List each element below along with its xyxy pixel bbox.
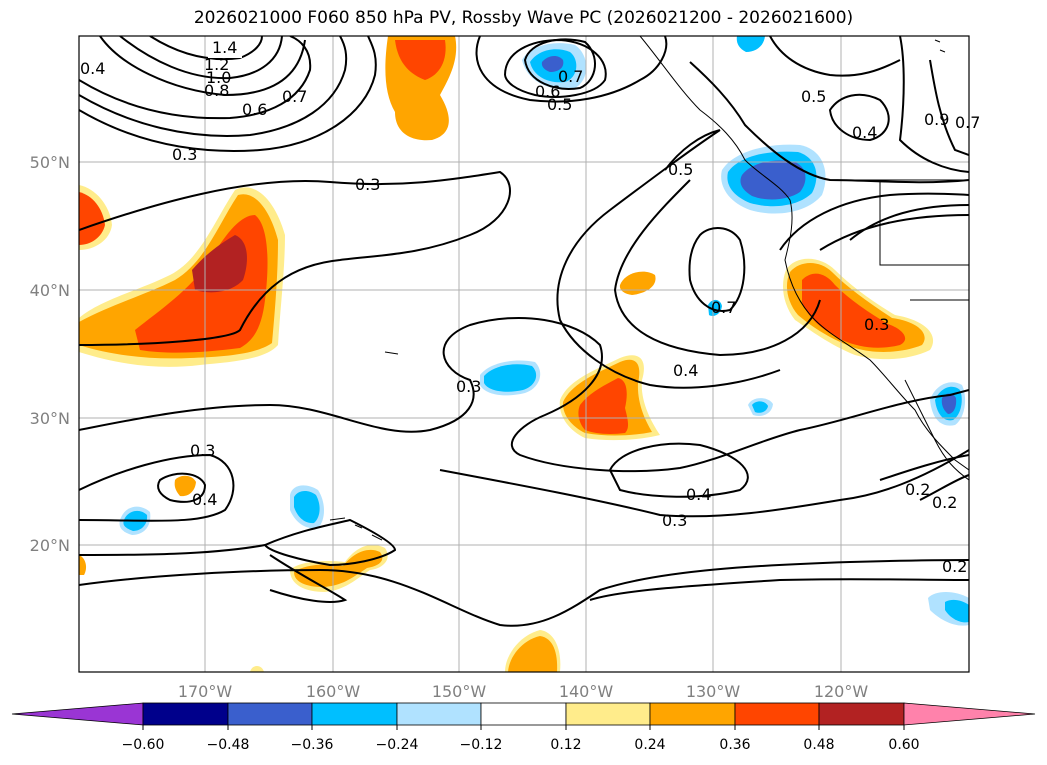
- contour-labels: 1.4 1.2 1.0 0.8 0.6 0.4 0.7 0.3 0.3 0.7 …: [80, 38, 980, 576]
- colorbar-bin: [734, 702, 820, 726]
- contour-label: 0.4: [852, 123, 877, 142]
- colorbar-tick-label: −0.36: [291, 737, 334, 753]
- contour-label: 1.2: [204, 55, 229, 74]
- lon-label: 130°W: [686, 682, 741, 701]
- contour-label: 0.2: [932, 493, 957, 512]
- contour-label: 0.8: [204, 81, 229, 100]
- contour-label: 0.3: [456, 377, 481, 396]
- contour-label: 0.9: [924, 110, 949, 129]
- colorbar-bin: [311, 702, 398, 726]
- colorbar-bin: [649, 702, 736, 726]
- longitude-labels: 170°W 160°W 150°W 140°W 130°W 120°W: [178, 682, 869, 701]
- lat-label: 30°N: [30, 409, 70, 428]
- contour-label: 0.3: [662, 511, 687, 530]
- lon-label: 120°W: [814, 682, 869, 701]
- contour-label: 0.7: [282, 87, 307, 106]
- colorbar-tick-label: −0.60: [122, 737, 165, 753]
- contour-label: 0.2: [942, 557, 967, 576]
- contour-label: 0.4: [673, 361, 698, 380]
- contour-label: 0.2: [905, 480, 930, 499]
- colorbar-tick-labels: −0.60 −0.48 −0.36 −0.24 −0.12 0.12 0.24 …: [122, 737, 920, 753]
- lon-label: 140°W: [559, 682, 614, 701]
- contour-label: 0.7: [558, 67, 583, 86]
- lon-label: 170°W: [178, 682, 233, 701]
- anomaly-shading: [79, 36, 969, 672]
- map-title: 2026021000 F060 850 hPa PV, Rossby Wave …: [193, 8, 854, 28]
- lon-label: 150°W: [432, 682, 487, 701]
- coastlines: [329, 36, 969, 541]
- colorbar-bin: [396, 702, 482, 726]
- colorbar-bin: [818, 702, 905, 726]
- colorbar-tick-label: 0.60: [888, 737, 919, 753]
- colorbar-tick-label: 0.48: [803, 737, 834, 753]
- contour-label: 0.6: [535, 82, 560, 101]
- colorbar-over-extension: [903, 702, 1036, 726]
- colorbar-under-extension: [11, 702, 144, 726]
- colorbar-tick-label: −0.12: [460, 737, 503, 753]
- contour-label: 0.7: [711, 298, 736, 317]
- contour-label: 0.3: [864, 315, 889, 334]
- contour-label: 0.5: [668, 160, 693, 179]
- contour-label: 0.4: [686, 485, 711, 504]
- colorbar-tick-label: 0.24: [634, 737, 665, 753]
- contour-label: 0.5: [801, 87, 826, 106]
- colorbar-tick-label: −0.48: [207, 737, 250, 753]
- colorbar-tick-label: 0.12: [550, 737, 581, 753]
- contour-label: 0.5: [547, 95, 572, 114]
- contour-label: 0.3: [355, 175, 380, 194]
- contour-label: 0.4: [80, 59, 105, 78]
- latitude-labels: 50°N 40°N 30°N 20°N: [30, 153, 70, 555]
- contour-label: 0.4: [192, 490, 217, 509]
- contour-label: 1.0: [206, 68, 231, 87]
- contour-label: 1.4: [212, 38, 237, 57]
- lat-label: 20°N: [30, 536, 70, 555]
- colorbar-bin: [142, 702, 229, 726]
- contour-label: 0.6: [242, 100, 267, 119]
- lat-label: 50°N: [30, 153, 70, 172]
- colorbar-tick-label: −0.24: [376, 737, 419, 753]
- colorbar-ticks: [142, 725, 905, 730]
- contour-label: 0.3: [172, 145, 197, 164]
- colorbar: [11, 702, 1036, 726]
- pv-contours: [79, 36, 969, 627]
- colorbar-tick-label: 0.36: [719, 737, 750, 753]
- lon-label: 160°W: [306, 682, 361, 701]
- colorbar-bin: [227, 702, 313, 726]
- contour-label: 0.7: [955, 113, 980, 132]
- plot-frame: [78, 35, 970, 673]
- colorbar-bin: [565, 702, 651, 726]
- colorbar-bin: [480, 702, 567, 726]
- contour-label: 0.3: [190, 441, 215, 460]
- lat-label: 40°N: [30, 281, 70, 300]
